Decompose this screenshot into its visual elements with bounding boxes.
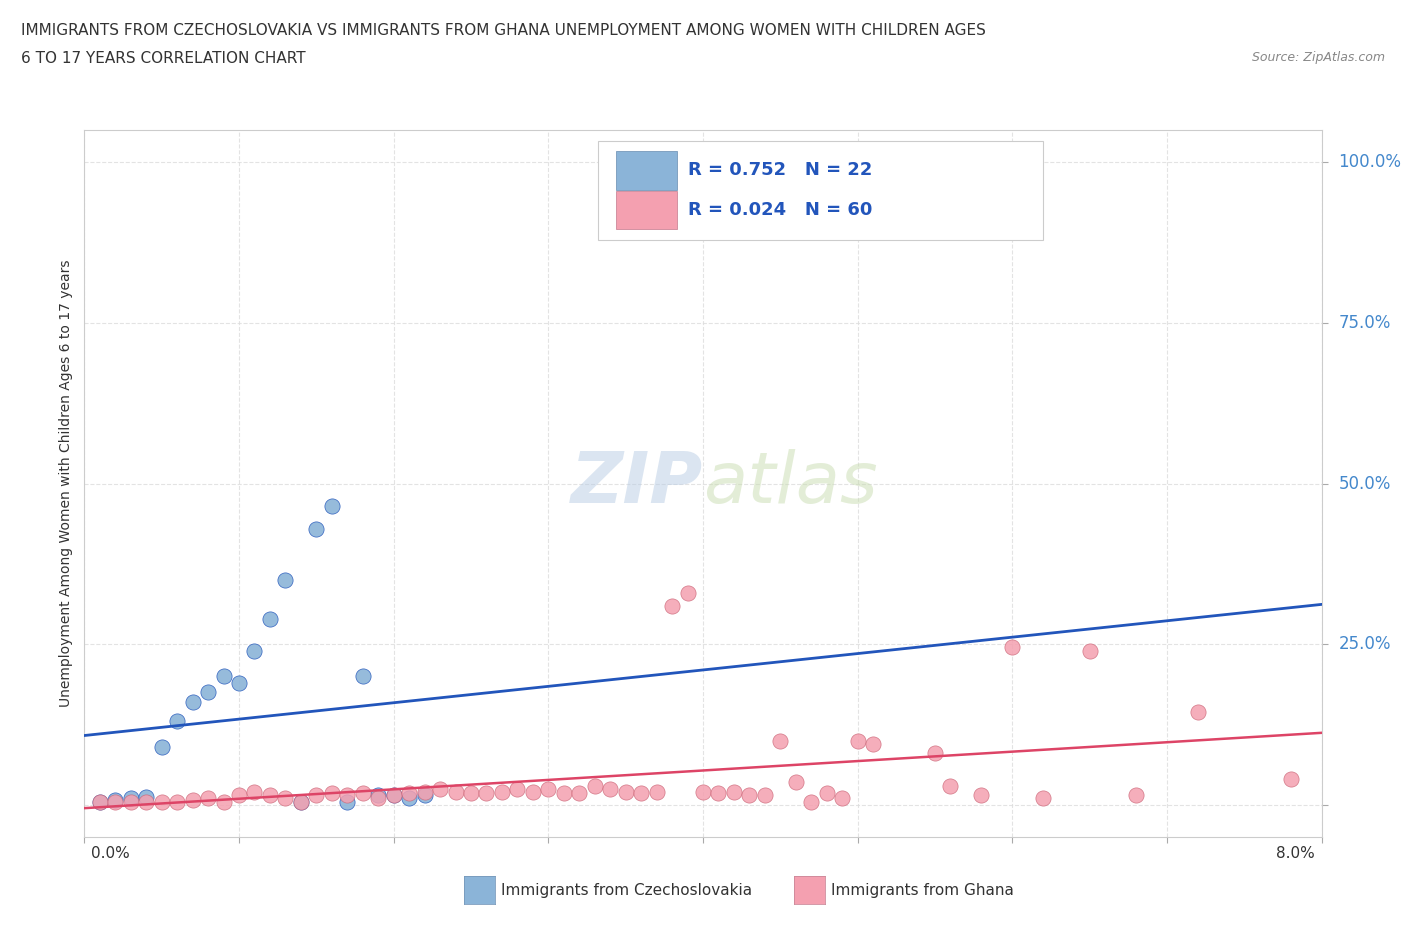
Point [336, 794, 359, 809]
Point [259, 788, 281, 803]
Point [181, 792, 204, 807]
Point [352, 786, 374, 801]
Point [150, 794, 173, 809]
Point [259, 611, 281, 626]
Point [413, 788, 436, 803]
Point [274, 573, 297, 588]
Point [831, 791, 853, 806]
Text: ZIP: ZIP [571, 449, 703, 518]
Point [228, 675, 250, 690]
Point [815, 786, 838, 801]
Point [181, 695, 204, 710]
Point [336, 788, 359, 803]
Point [846, 733, 869, 748]
Point [444, 785, 467, 800]
Point [413, 785, 436, 800]
Point [382, 788, 405, 803]
Point [862, 737, 884, 751]
Point [305, 788, 328, 803]
Point [522, 785, 544, 800]
Point [1125, 788, 1147, 803]
FancyBboxPatch shape [616, 191, 678, 229]
Point [553, 786, 575, 801]
Point [676, 585, 699, 600]
Point [800, 794, 823, 809]
Point [135, 790, 157, 804]
Point [707, 786, 730, 801]
Point [738, 788, 761, 803]
Point [212, 669, 235, 684]
Point [382, 788, 405, 803]
Point [583, 778, 606, 793]
Point [290, 794, 312, 809]
Point [1032, 791, 1054, 806]
Point [367, 791, 389, 806]
Point [150, 739, 173, 754]
Point [1001, 640, 1024, 655]
Point [491, 785, 513, 800]
Point [228, 788, 250, 803]
Point [970, 788, 993, 803]
Point [645, 785, 668, 800]
Point [305, 521, 328, 536]
Point [506, 781, 529, 796]
Point [367, 788, 389, 803]
Point [568, 786, 591, 801]
Point [321, 786, 343, 801]
Point [166, 794, 188, 809]
Point [429, 781, 451, 796]
Point [924, 746, 946, 761]
Point [89, 794, 111, 809]
Point [120, 794, 142, 809]
Text: atlas: atlas [703, 449, 877, 518]
Point [89, 794, 111, 809]
Point [475, 786, 498, 801]
Point [769, 733, 792, 748]
Text: IMMIGRANTS FROM CZECHOSLOVAKIA VS IMMIGRANTS FROM GHANA UNEMPLOYMENT AMONG WOMEN: IMMIGRANTS FROM CZECHOSLOVAKIA VS IMMIGR… [21, 23, 986, 38]
Point [630, 786, 652, 801]
Point [104, 794, 127, 809]
Point [197, 791, 219, 806]
Point [120, 791, 142, 806]
Text: R = 0.752   N = 22: R = 0.752 N = 22 [688, 162, 873, 179]
Text: Immigrants from Ghana: Immigrants from Ghana [831, 883, 1014, 897]
Point [243, 644, 266, 658]
Point [1279, 772, 1302, 787]
Point [197, 685, 219, 700]
Point [599, 781, 621, 796]
Point [939, 778, 962, 793]
Point [321, 498, 343, 513]
Y-axis label: Unemployment Among Women with Children Ages 6 to 17 years: Unemployment Among Women with Children A… [59, 259, 73, 708]
Point [723, 785, 745, 800]
Point [692, 785, 714, 800]
Point [537, 781, 560, 796]
Text: R = 0.024   N = 60: R = 0.024 N = 60 [688, 201, 873, 219]
Text: 0.0%: 0.0% [91, 846, 131, 861]
Point [212, 794, 235, 809]
Point [460, 786, 482, 801]
Point [1187, 704, 1209, 719]
Point [352, 669, 374, 684]
Point [785, 775, 807, 790]
FancyBboxPatch shape [616, 152, 678, 190]
FancyBboxPatch shape [598, 140, 1043, 240]
Point [135, 794, 157, 809]
Point [398, 786, 420, 801]
Point [398, 791, 420, 806]
Point [614, 785, 637, 800]
Point [243, 785, 266, 800]
Point [290, 794, 312, 809]
Text: 6 TO 17 YEARS CORRELATION CHART: 6 TO 17 YEARS CORRELATION CHART [21, 51, 305, 66]
Point [754, 788, 776, 803]
Point [166, 714, 188, 729]
Point [1078, 644, 1101, 658]
Text: 8.0%: 8.0% [1275, 846, 1315, 861]
Text: Immigrants from Czechoslovakia: Immigrants from Czechoslovakia [501, 883, 752, 897]
Point [661, 598, 683, 613]
Text: Source: ZipAtlas.com: Source: ZipAtlas.com [1251, 51, 1385, 64]
Point [104, 792, 127, 807]
Point [274, 791, 297, 806]
